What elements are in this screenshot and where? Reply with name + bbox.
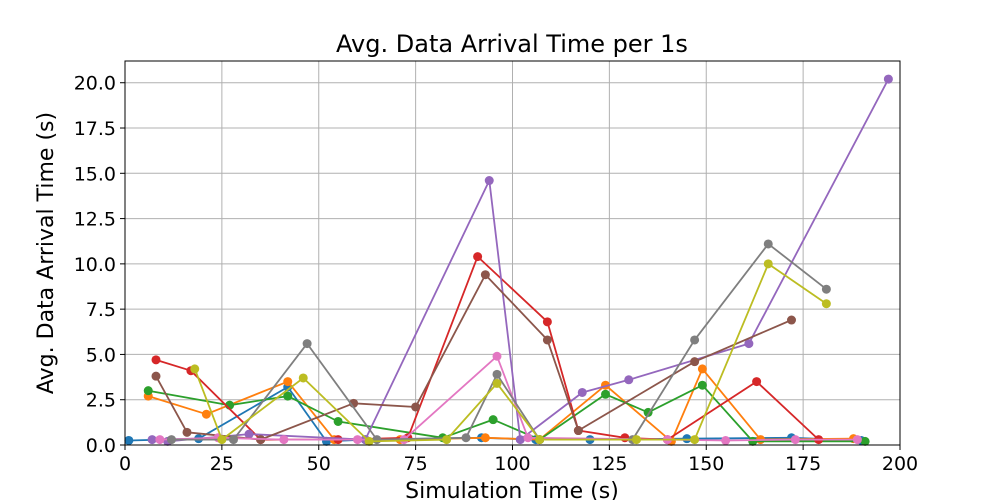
data-point [821,284,831,294]
y-tick-label: 10.0 [74,254,116,276]
grid [124,61,901,446]
data-point [480,433,490,443]
data-point [697,364,707,374]
data-point [721,435,731,445]
x-tick-label: 150 [688,453,724,475]
data-point [333,416,343,426]
data-point [182,427,192,437]
y-tick-label: 0.0 [86,435,116,457]
data-point [860,436,870,446]
data-point [624,375,634,385]
data-point [147,435,157,445]
data-point [515,435,525,445]
axes: 0 25 50 75 100 125 150 175 200 0.0 2.5 5.0 7.5 10.0 12… [74,73,918,475]
y-tick-label: 2.5 [86,390,116,412]
data-point [283,391,293,401]
data-point [883,74,893,84]
data-point [821,299,831,309]
series-5 [147,74,893,446]
data-point [763,259,773,269]
data-point [298,373,308,383]
data-point [744,339,754,349]
y-tick-label: 7.5 [86,299,116,321]
data-point [480,270,490,280]
y-tick-label: 17.5 [74,118,116,140]
data-point [763,239,773,249]
series-group [124,74,893,446]
data-point [353,435,362,445]
chart-title: Avg. Data Arrival Time per 1s [336,30,688,58]
data-point [620,433,630,443]
data-point [492,351,502,361]
data-point [535,435,545,445]
data-point [852,435,862,445]
data-point [283,377,293,387]
data-point [151,371,161,381]
data-point [542,317,552,327]
data-point [790,435,800,445]
data-point [492,378,502,388]
series-line [151,78,890,443]
x-tick-label: 75 [404,453,428,475]
y-tick-label: 20.0 [74,73,116,95]
data-point [752,377,762,387]
data-point [167,435,176,445]
series-line [155,255,820,441]
data-point [244,429,254,439]
data-point [690,435,700,445]
x-tick-label: 100 [494,453,530,475]
data-point [682,434,692,444]
x-tick-label: 25 [210,453,234,475]
data-point [279,435,289,445]
x-tick-label: 50 [307,453,331,475]
data-point [461,433,471,443]
data-point [690,335,700,345]
x-tick-label: 125 [591,453,627,475]
data-point [787,315,796,325]
x-axis-label: Simulation Time (s) [405,479,619,500]
y-axis-label: Avg. Data Arrival Time (s) [34,112,59,394]
data-point [217,435,227,445]
data-point [124,435,134,445]
data-point [690,357,700,367]
data-point [201,409,211,419]
data-point [484,176,494,186]
data-point [151,355,161,365]
data-point [302,339,312,349]
x-tick-label: 175 [785,453,821,475]
series-line [155,273,792,441]
data-point [372,435,382,445]
series-9 [190,259,831,446]
data-point [442,435,452,445]
data-point [364,436,374,446]
data-point [229,435,238,445]
data-point [748,436,758,446]
data-point [411,402,421,412]
y-tick-label: 12.5 [74,209,116,231]
data-point [523,433,533,443]
data-point [601,389,610,399]
data-point [155,435,165,445]
data-point [697,380,707,390]
x-tick-label: 0 [119,453,131,475]
y-tick-label: 15.0 [74,163,116,185]
x-tick-label: 200 [882,453,918,475]
data-point [577,387,587,397]
data-point [488,415,498,425]
data-point [632,435,641,445]
y-tick-label: 5.0 [86,344,116,366]
data-point [143,386,153,396]
data-point [492,369,502,379]
data-point [190,364,200,374]
series-line [171,242,827,441]
data-point [473,252,483,262]
series-8 [167,239,831,445]
data-point [542,335,552,345]
data-point [573,426,583,436]
